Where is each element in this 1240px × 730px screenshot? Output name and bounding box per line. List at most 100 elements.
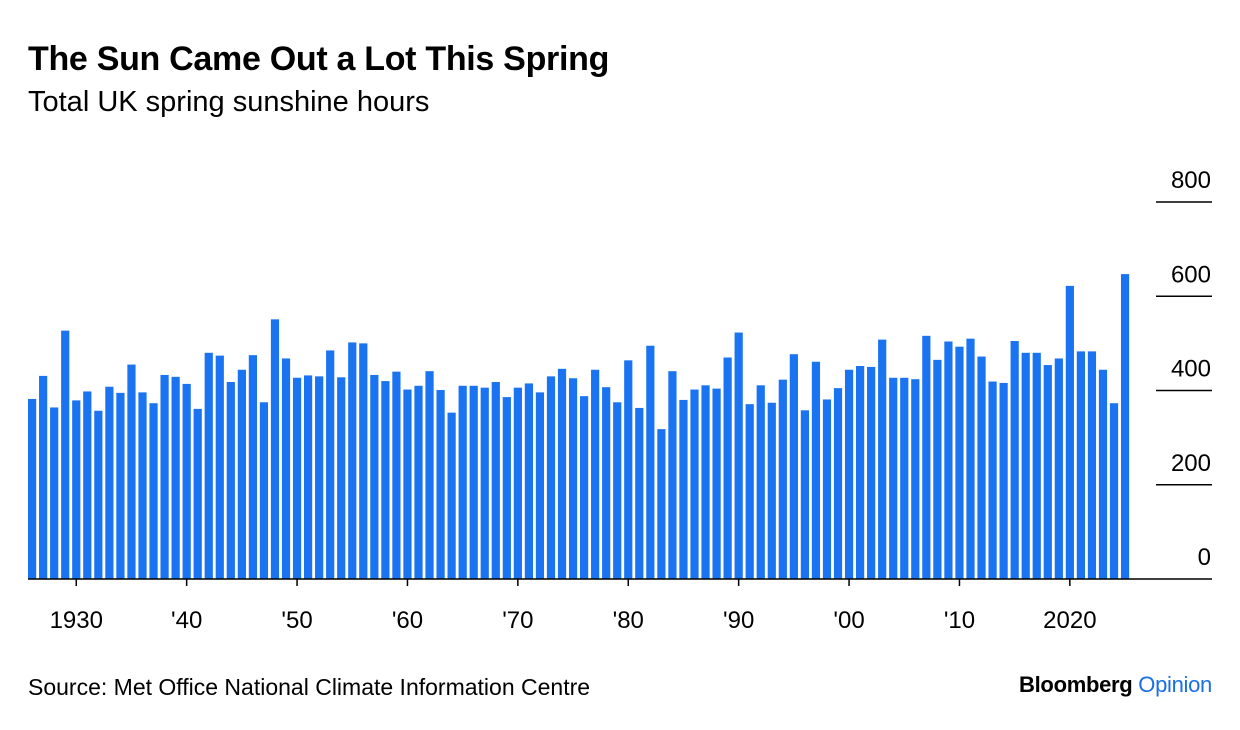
bar — [767, 402, 776, 579]
bar — [403, 389, 412, 579]
bar — [215, 355, 224, 579]
bar — [756, 385, 765, 579]
x-tick-label: '60 — [392, 607, 423, 634]
bar — [370, 374, 379, 579]
bar — [580, 396, 589, 579]
bar — [226, 382, 235, 579]
bar — [878, 339, 887, 579]
bar — [524, 383, 533, 579]
bar — [513, 387, 522, 579]
bar — [116, 392, 125, 579]
bar — [955, 346, 964, 579]
bar — [436, 390, 445, 579]
bar — [127, 364, 136, 579]
bar — [867, 366, 876, 579]
bar — [734, 332, 743, 579]
bar — [966, 338, 975, 579]
x-tick-label: '50 — [281, 607, 312, 634]
bar-chart: 0 200 400 600 800 1930 '40 '50 '60 '70 '80 '90 '00 '1… — [28, 167, 1212, 634]
bar — [602, 387, 611, 579]
bar — [900, 377, 909, 579]
bar — [1065, 285, 1074, 579]
x-tick-label: '00 — [833, 607, 864, 634]
bar — [237, 369, 246, 579]
bar — [61, 330, 70, 579]
bar — [800, 410, 809, 579]
bar — [745, 404, 754, 579]
bar — [1054, 358, 1063, 579]
x-tick-label: '90 — [723, 607, 754, 634]
bar — [988, 381, 997, 579]
bar — [778, 379, 787, 579]
bar — [712, 388, 721, 579]
bar — [491, 382, 500, 579]
chart-title: The Sun Came Out a Lot This Spring — [28, 40, 610, 78]
bar — [933, 359, 942, 579]
bar — [182, 383, 191, 579]
y-tick-label: 400 — [1171, 356, 1211, 383]
x-tick-label: '10 — [944, 607, 975, 634]
brand-section: Opinion — [1138, 672, 1212, 697]
x-tick-label: '70 — [502, 607, 533, 634]
bar — [469, 385, 478, 579]
bar — [337, 377, 346, 579]
bar — [844, 369, 854, 579]
bar — [160, 374, 169, 579]
source-note: Source: Met Office National Climate Info… — [28, 674, 591, 700]
bar — [856, 365, 865, 579]
bar — [72, 400, 81, 579]
bar — [624, 360, 633, 579]
bar — [304, 375, 313, 579]
bar — [535, 392, 545, 579]
x-tick-label: '40 — [171, 607, 202, 634]
bar — [259, 402, 269, 579]
bar — [635, 407, 644, 579]
x-tick-label: '80 — [613, 607, 644, 634]
brand-logo: Bloomberg Opinion — [1019, 672, 1212, 698]
bar — [359, 343, 368, 579]
y-tick-label: 600 — [1171, 261, 1211, 288]
bar — [1032, 352, 1041, 579]
bar — [557, 368, 567, 579]
bar — [315, 376, 324, 579]
bar — [381, 381, 390, 579]
bar — [690, 389, 699, 579]
bar — [83, 391, 92, 579]
bar — [922, 335, 931, 579]
bar — [977, 356, 986, 579]
bar — [1098, 369, 1108, 579]
bar — [944, 341, 953, 579]
bar — [28, 398, 37, 579]
brand-name: Bloomberg — [1019, 672, 1133, 697]
bar — [458, 385, 467, 579]
bar — [39, 375, 48, 579]
bar — [270, 319, 280, 579]
bar — [248, 355, 257, 579]
bar — [105, 386, 114, 579]
bar — [657, 429, 666, 579]
bar — [193, 408, 202, 579]
bar — [811, 361, 821, 579]
bar — [591, 369, 600, 579]
bar — [292, 377, 302, 579]
bar — [480, 387, 489, 579]
bar — [679, 399, 688, 579]
bar — [568, 378, 578, 579]
bar — [1076, 351, 1085, 579]
y-tick-label: 0 — [1198, 544, 1211, 571]
bar — [326, 350, 335, 579]
bar — [502, 397, 511, 579]
bar — [425, 371, 434, 579]
bar — [723, 357, 732, 579]
chart-subtitle: Total UK spring sunshine hours — [28, 86, 430, 118]
bar — [1109, 403, 1119, 579]
bar — [149, 403, 158, 579]
bar — [613, 402, 622, 579]
y-tick-label: 200 — [1171, 450, 1211, 477]
bar — [833, 388, 843, 579]
bar — [1087, 351, 1097, 579]
bar — [999, 382, 1008, 579]
bar — [348, 342, 357, 579]
y-tick-label: 800 — [1171, 167, 1211, 194]
bar — [50, 407, 59, 579]
